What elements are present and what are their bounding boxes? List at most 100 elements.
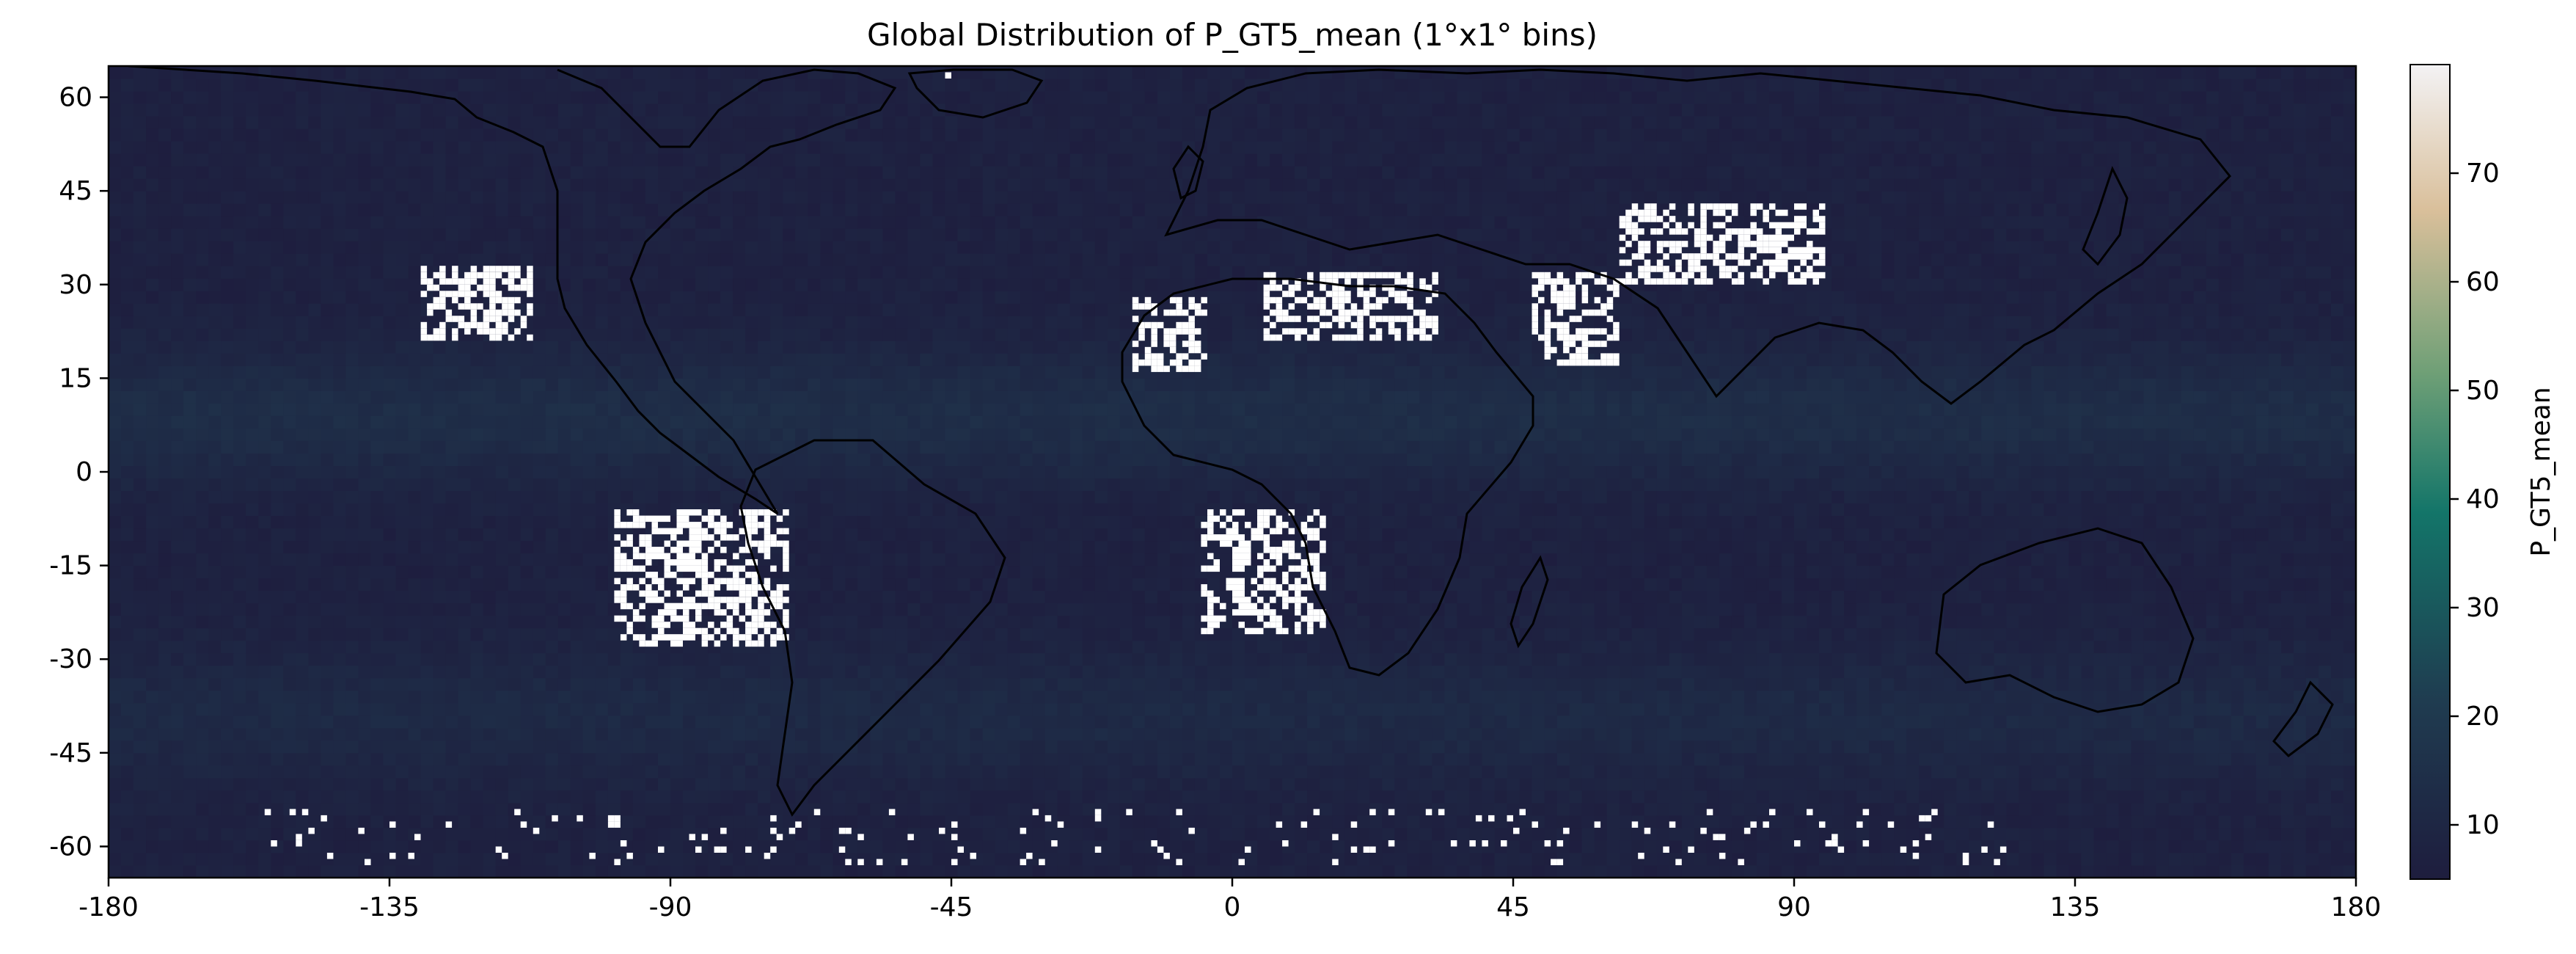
heatmap-bin <box>1906 627 1920 641</box>
heatmap-bin <box>1169 840 1183 853</box>
heatmap-bin <box>1794 602 1807 616</box>
heatmap-bin <box>321 627 334 641</box>
heatmap-bin <box>109 640 122 654</box>
heatmap-bin <box>483 590 497 604</box>
heatmap-bin <box>383 578 396 591</box>
heatmap-bin <box>445 677 459 691</box>
heatmap-bin <box>2031 777 2044 791</box>
heatmap-bin <box>995 802 1009 816</box>
heatmap-bin <box>833 802 846 816</box>
heatmap-bin <box>271 690 284 704</box>
heatmap-bin <box>895 627 908 641</box>
heatmap-bin <box>1944 740 1957 754</box>
heatmap-bin <box>720 652 733 666</box>
heatmap-bin <box>1981 540 1994 554</box>
heatmap-bin <box>745 815 758 829</box>
heatmap-bin <box>957 815 970 829</box>
heatmap-bin <box>2143 765 2157 779</box>
heatmap-bin <box>2118 627 2132 641</box>
heatmap-bin <box>2043 702 2057 716</box>
heatmap-bin <box>595 528 609 542</box>
heatmap-bin <box>395 615 409 629</box>
heatmap-bin <box>1307 752 1320 766</box>
heatmap-bin <box>2193 765 2207 779</box>
heatmap-bin <box>1794 540 1807 554</box>
heatmap-bin <box>720 715 733 729</box>
heatmap-bin <box>1694 802 1708 816</box>
heatmap-bin <box>982 865 996 878</box>
heatmap-bin <box>1220 590 1233 604</box>
heatmap-bin <box>570 702 584 716</box>
heatmap-bin <box>146 553 159 567</box>
heatmap-bin <box>1169 865 1183 878</box>
heatmap-bin <box>1132 690 1146 704</box>
heatmap-bin <box>907 690 921 704</box>
heatmap-bin <box>383 627 396 641</box>
heatmap-bin <box>408 615 421 629</box>
heatmap-bin <box>1669 790 1683 804</box>
heatmap-bin <box>2131 815 2145 829</box>
heatmap-bin <box>920 715 933 729</box>
heatmap-bin <box>246 790 259 804</box>
heatmap-bin <box>720 752 733 766</box>
heatmap-bin <box>795 540 808 554</box>
heatmap-bin <box>233 615 246 629</box>
heatmap-bin <box>1606 640 1620 654</box>
heatmap-bin <box>1132 702 1146 716</box>
heatmap-bin <box>183 540 197 554</box>
heatmap-bin <box>308 802 321 816</box>
heatmap-bin <box>146 790 159 804</box>
heatmap-bin <box>895 802 908 816</box>
heatmap-bin <box>1719 765 1732 779</box>
heatmap-bin <box>1469 715 1482 729</box>
heatmap-bin <box>2243 752 2257 766</box>
heatmap-bin <box>1669 840 1683 853</box>
heatmap-bin <box>1369 578 1383 591</box>
heatmap-bin <box>1344 853 1358 866</box>
heatmap-bin <box>1719 677 1732 691</box>
heatmap-bin <box>982 702 996 716</box>
heatmap-bin <box>895 640 908 654</box>
heatmap-bin <box>2106 677 2120 691</box>
heatmap-bin <box>483 652 497 666</box>
heatmap-bin <box>1944 677 1957 691</box>
heatmap-bin <box>271 865 284 878</box>
heatmap-bin <box>1519 715 1532 729</box>
heatmap-bin <box>1469 528 1482 542</box>
heatmap-bin <box>520 690 534 704</box>
heatmap-bin <box>995 715 1009 729</box>
heatmap-bin <box>1469 865 1482 878</box>
heatmap-bin <box>121 640 134 654</box>
heatmap-bin <box>1007 602 1021 616</box>
heatmap-bin <box>1731 540 1745 554</box>
heatmap-bin <box>1432 853 1445 866</box>
heatmap-bin <box>1619 865 1633 878</box>
heatmap-bin <box>882 853 896 866</box>
heatmap-bin <box>458 765 472 779</box>
heatmap-bin <box>1919 640 1932 654</box>
heatmap-bin <box>470 853 484 866</box>
heatmap-bin <box>121 765 134 779</box>
heatmap-bin <box>520 565 534 579</box>
heatmap-bin <box>520 715 534 729</box>
heatmap-bin <box>1144 827 1158 841</box>
heatmap-bin <box>733 690 746 704</box>
heatmap-bin <box>1944 702 1957 716</box>
heatmap-bin <box>795 615 808 629</box>
heatmap-bin <box>695 690 709 704</box>
heatmap-bin <box>1794 590 1807 604</box>
heatmap-bin <box>508 565 522 579</box>
heatmap-bin <box>2343 765 2356 779</box>
heatmap-bin <box>833 765 846 779</box>
heatmap-bin <box>2106 827 2120 841</box>
heatmap-bin <box>2156 615 2170 629</box>
heatmap-bin <box>1094 590 1108 604</box>
heatmap-bin <box>2019 665 2032 679</box>
heatmap-bin <box>920 553 933 567</box>
heatmap-bin <box>1144 802 1158 816</box>
heatmap-bin <box>870 677 883 691</box>
heatmap-bin <box>1544 765 1558 779</box>
heatmap-bin <box>395 565 409 579</box>
heatmap-bin <box>246 540 259 554</box>
heatmap-bin <box>1432 815 1445 829</box>
